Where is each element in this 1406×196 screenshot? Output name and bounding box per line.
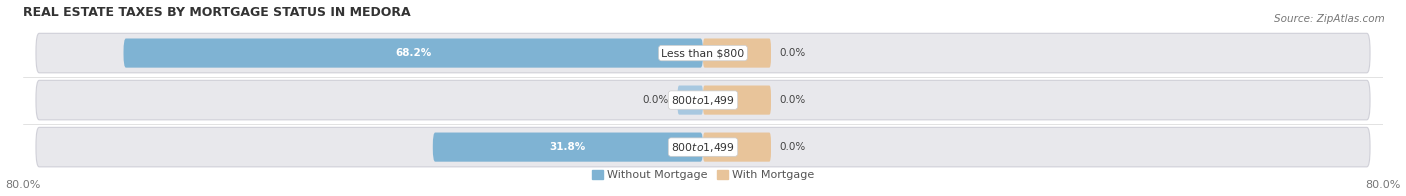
FancyBboxPatch shape [124, 38, 703, 68]
FancyBboxPatch shape [37, 33, 1369, 73]
Text: 0.0%: 0.0% [779, 142, 806, 152]
Text: $800 to $1,499: $800 to $1,499 [671, 93, 735, 107]
Text: 68.2%: 68.2% [395, 48, 432, 58]
FancyBboxPatch shape [703, 132, 770, 162]
Text: REAL ESTATE TAXES BY MORTGAGE STATUS IN MEDORA: REAL ESTATE TAXES BY MORTGAGE STATUS IN … [24, 5, 411, 19]
Text: 0.0%: 0.0% [643, 95, 669, 105]
FancyBboxPatch shape [37, 127, 1369, 167]
Legend: Without Mortgage, With Mortgage: Without Mortgage, With Mortgage [588, 165, 818, 184]
FancyBboxPatch shape [703, 38, 770, 68]
FancyBboxPatch shape [37, 80, 1369, 120]
Text: 31.8%: 31.8% [550, 142, 586, 152]
Text: $800 to $1,499: $800 to $1,499 [671, 141, 735, 154]
FancyBboxPatch shape [433, 132, 703, 162]
FancyBboxPatch shape [703, 85, 770, 115]
FancyBboxPatch shape [678, 85, 703, 115]
Text: Source: ZipAtlas.com: Source: ZipAtlas.com [1274, 14, 1385, 24]
Text: 0.0%: 0.0% [779, 95, 806, 105]
Text: 0.0%: 0.0% [779, 48, 806, 58]
Text: Less than $800: Less than $800 [661, 48, 745, 58]
